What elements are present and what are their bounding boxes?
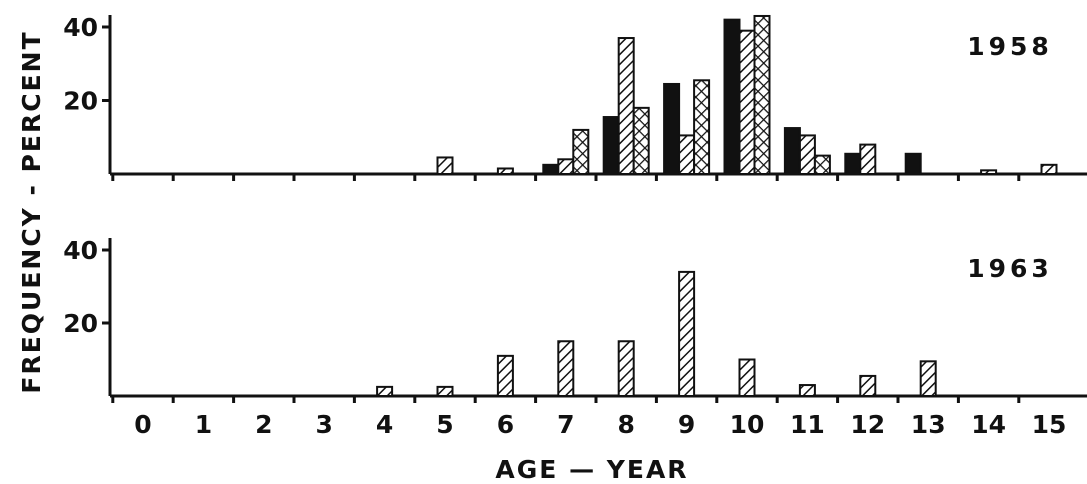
bar-crosshatch-age-10 bbox=[753, 14, 771, 175]
x-tick-label: 13 bbox=[911, 410, 946, 439]
bar-hatch-age-9 bbox=[678, 270, 696, 397]
bar-hatch-age-14 bbox=[980, 169, 998, 175]
x-tick-label: 2 bbox=[255, 410, 272, 439]
bar-solid-age-11 bbox=[783, 127, 801, 175]
x-tick-label: 9 bbox=[678, 410, 695, 439]
y-tick-label: 20 bbox=[63, 87, 98, 116]
bar-solid-age-10 bbox=[723, 18, 741, 176]
panel-1958: 20 40 1958 bbox=[63, 13, 1087, 181]
y-axis-title: FREQUENCY - PERCENT bbox=[17, 30, 46, 393]
bar-solid-age-12 bbox=[844, 152, 862, 176]
x-tick-label: 10 bbox=[730, 410, 765, 439]
bar-solid-age-8 bbox=[602, 116, 620, 175]
bar-solid-age-13 bbox=[904, 152, 922, 176]
bar-hatch-age-11 bbox=[798, 384, 816, 397]
x-tick-label: 6 bbox=[497, 410, 514, 439]
bar-crosshatch-age-9 bbox=[693, 79, 711, 175]
x-tick-label: 14 bbox=[971, 410, 1006, 439]
bar-hatch-age-5 bbox=[436, 385, 454, 397]
bar-hatch-age-9 bbox=[678, 134, 696, 176]
x-tick-label: 8 bbox=[617, 410, 634, 439]
x-tick-label: 5 bbox=[436, 410, 453, 439]
y-tick-label: 40 bbox=[63, 13, 98, 42]
bar-hatch-age-7 bbox=[557, 340, 575, 397]
bar-hatch-age-6 bbox=[496, 167, 514, 176]
bar-crosshatch-age-7 bbox=[572, 128, 590, 175]
x-tick-label: 1 bbox=[195, 410, 212, 439]
bar-solid-age-7 bbox=[542, 163, 560, 175]
bar-solid-age-9 bbox=[663, 82, 681, 175]
bar-hatch-age-4 bbox=[376, 385, 394, 397]
x-tick-label: 3 bbox=[315, 410, 332, 439]
bar-hatch-age-7 bbox=[557, 158, 575, 176]
bar-hatch-age-10 bbox=[738, 358, 756, 397]
x-axis-title: AGE — YEAR bbox=[495, 455, 688, 484]
bar-hatch-age-11 bbox=[798, 134, 816, 176]
x-tick-label: 15 bbox=[1032, 410, 1067, 439]
bar-hatch-age-10 bbox=[738, 29, 756, 175]
bar-hatch-age-13 bbox=[919, 360, 937, 398]
bar-hatch-age-12 bbox=[859, 143, 877, 176]
bar-hatch-age-8 bbox=[617, 340, 635, 397]
bar-hatch-age-8 bbox=[617, 37, 635, 176]
y-tick-label: 20 bbox=[63, 309, 98, 338]
bar-hatch-age-6 bbox=[496, 354, 514, 398]
bar-crosshatch-age-8 bbox=[632, 106, 650, 175]
x-tick-label: 0 bbox=[134, 410, 151, 439]
x-tick-label: 11 bbox=[790, 410, 825, 439]
x-tick-label: 4 bbox=[376, 410, 393, 439]
y-tick-label: 40 bbox=[63, 236, 98, 265]
bar-hatch-age-15 bbox=[1040, 163, 1058, 175]
bar-hatch-age-5 bbox=[436, 156, 454, 175]
year-label: 1963 bbox=[967, 254, 1053, 283]
bar-hatch-age-12 bbox=[859, 374, 877, 397]
bar-crosshatch-age-11 bbox=[813, 154, 831, 175]
x-tick-label: 12 bbox=[850, 410, 885, 439]
year-label: 1958 bbox=[967, 32, 1053, 61]
x-tick-label: 7 bbox=[557, 410, 574, 439]
